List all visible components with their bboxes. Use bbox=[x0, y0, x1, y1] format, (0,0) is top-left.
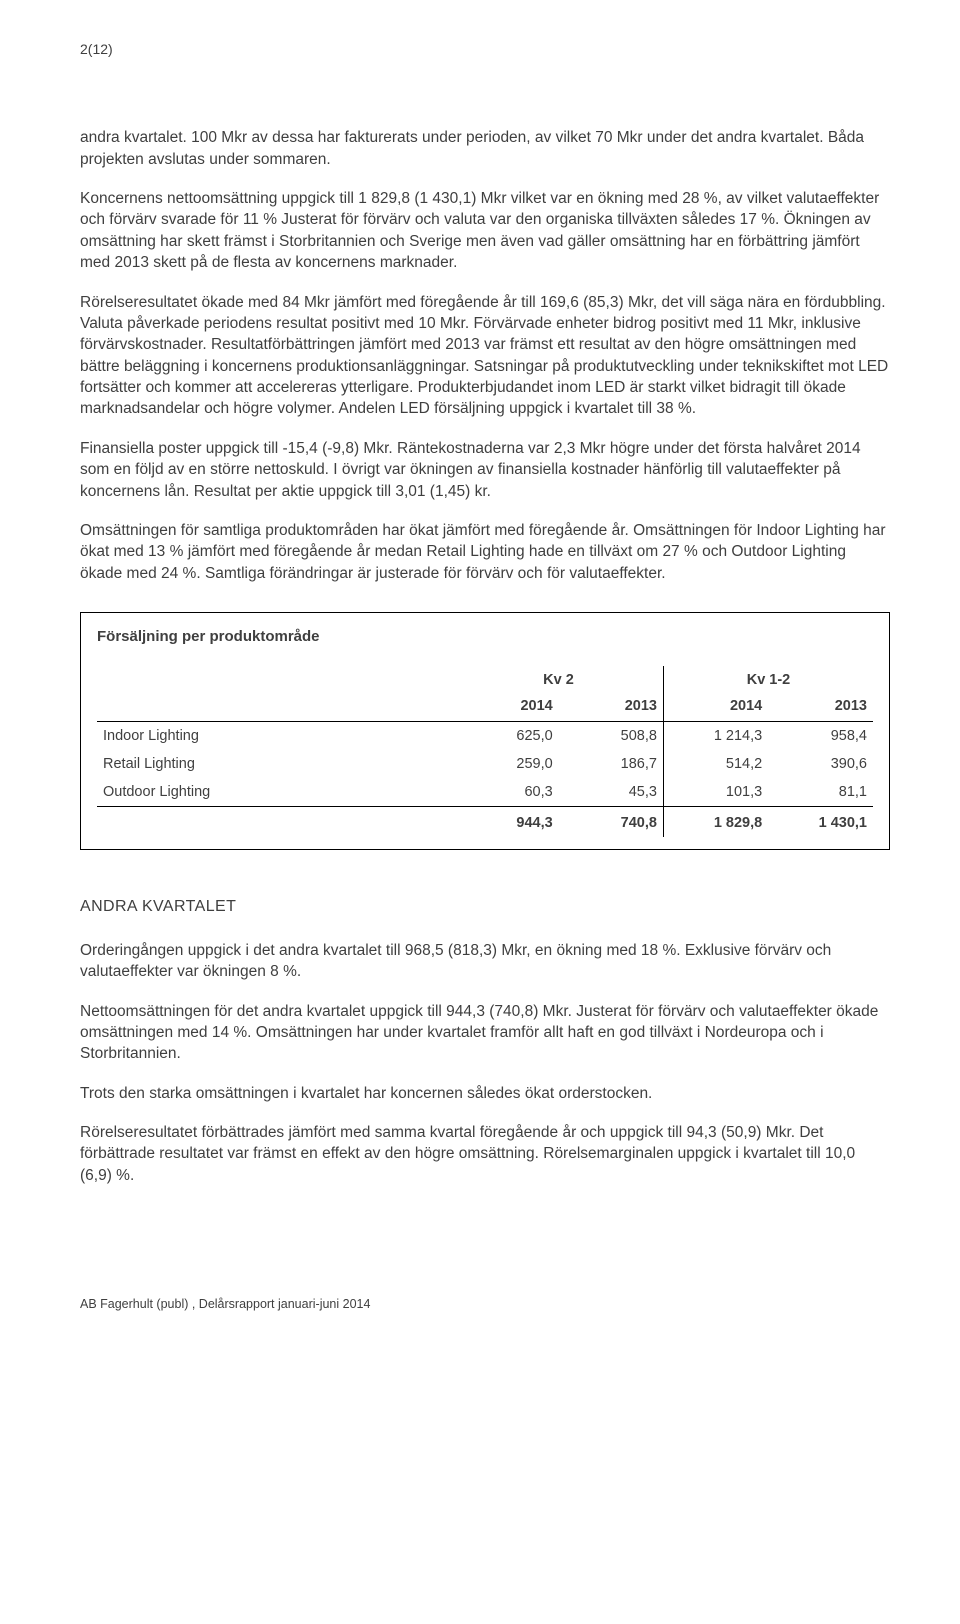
cell: 625,0 bbox=[454, 721, 559, 750]
col-year: 2013 bbox=[768, 692, 873, 722]
section-heading: ANDRA KVARTALET bbox=[80, 896, 890, 918]
total-cell: 944,3 bbox=[454, 806, 559, 837]
col-year: 2013 bbox=[559, 692, 664, 722]
col-year: 2014 bbox=[663, 692, 768, 722]
table-row: Indoor Lighting 625,0 508,8 1 214,3 958,… bbox=[97, 721, 873, 750]
cell: 390,6 bbox=[768, 750, 873, 778]
sales-table-container: Försäljning per produktområde Kv 2 Kv 1-… bbox=[80, 612, 890, 850]
total-cell: 740,8 bbox=[559, 806, 664, 837]
col-year: 2014 bbox=[454, 692, 559, 722]
page-number: 2(12) bbox=[80, 40, 890, 59]
cell: 1 214,3 bbox=[663, 721, 768, 750]
body-paragraph: Finansiella poster uppgick till -15,4 (-… bbox=[80, 438, 890, 502]
body-paragraph: Omsättningen för samtliga produktområden… bbox=[80, 520, 890, 584]
cell: 514,2 bbox=[663, 750, 768, 778]
table-title: Försäljning per produktområde bbox=[97, 627, 873, 648]
body-paragraph: Nettoomsättningen för det andra kvartale… bbox=[80, 1001, 890, 1065]
row-label: Retail Lighting bbox=[97, 750, 454, 778]
body-paragraph: Koncernens nettoomsättning uppgick till … bbox=[80, 188, 890, 274]
cell: 508,8 bbox=[559, 721, 664, 750]
row-label: Outdoor Lighting bbox=[97, 778, 454, 807]
cell: 259,0 bbox=[454, 750, 559, 778]
table-row: Retail Lighting 259,0 186,7 514,2 390,6 bbox=[97, 750, 873, 778]
body-paragraph: Orderingången uppgick i det andra kvarta… bbox=[80, 940, 890, 983]
table-row: Outdoor Lighting 60,3 45,3 101,3 81,1 bbox=[97, 778, 873, 807]
col-group-kv2: Kv 2 bbox=[454, 666, 664, 692]
sales-table: Kv 2 Kv 1-2 2014 2013 2014 2013 Indoor L… bbox=[97, 666, 873, 837]
body-paragraph: andra kvartalet. 100 Mkr av dessa har fa… bbox=[80, 127, 890, 170]
total-cell: 1 430,1 bbox=[768, 806, 873, 837]
body-paragraph: Trots den starka omsättningen i kvartale… bbox=[80, 1083, 890, 1104]
body-paragraph: Rörelseresultatet ökade med 84 Mkr jämfö… bbox=[80, 292, 890, 420]
total-cell: 1 829,8 bbox=[663, 806, 768, 837]
cell: 101,3 bbox=[663, 778, 768, 807]
cell: 60,3 bbox=[454, 778, 559, 807]
cell: 958,4 bbox=[768, 721, 873, 750]
col-group-kv12: Kv 1-2 bbox=[663, 666, 873, 692]
row-label: Indoor Lighting bbox=[97, 721, 454, 750]
cell: 81,1 bbox=[768, 778, 873, 807]
table-total-row: 944,3 740,8 1 829,8 1 430,1 bbox=[97, 806, 873, 837]
cell: 45,3 bbox=[559, 778, 664, 807]
page-footer: AB Fagerhult (publ) , Delårsrapport janu… bbox=[80, 1296, 890, 1313]
cell: 186,7 bbox=[559, 750, 664, 778]
body-paragraph: Rörelseresultatet förbättrades jämfört m… bbox=[80, 1122, 890, 1186]
